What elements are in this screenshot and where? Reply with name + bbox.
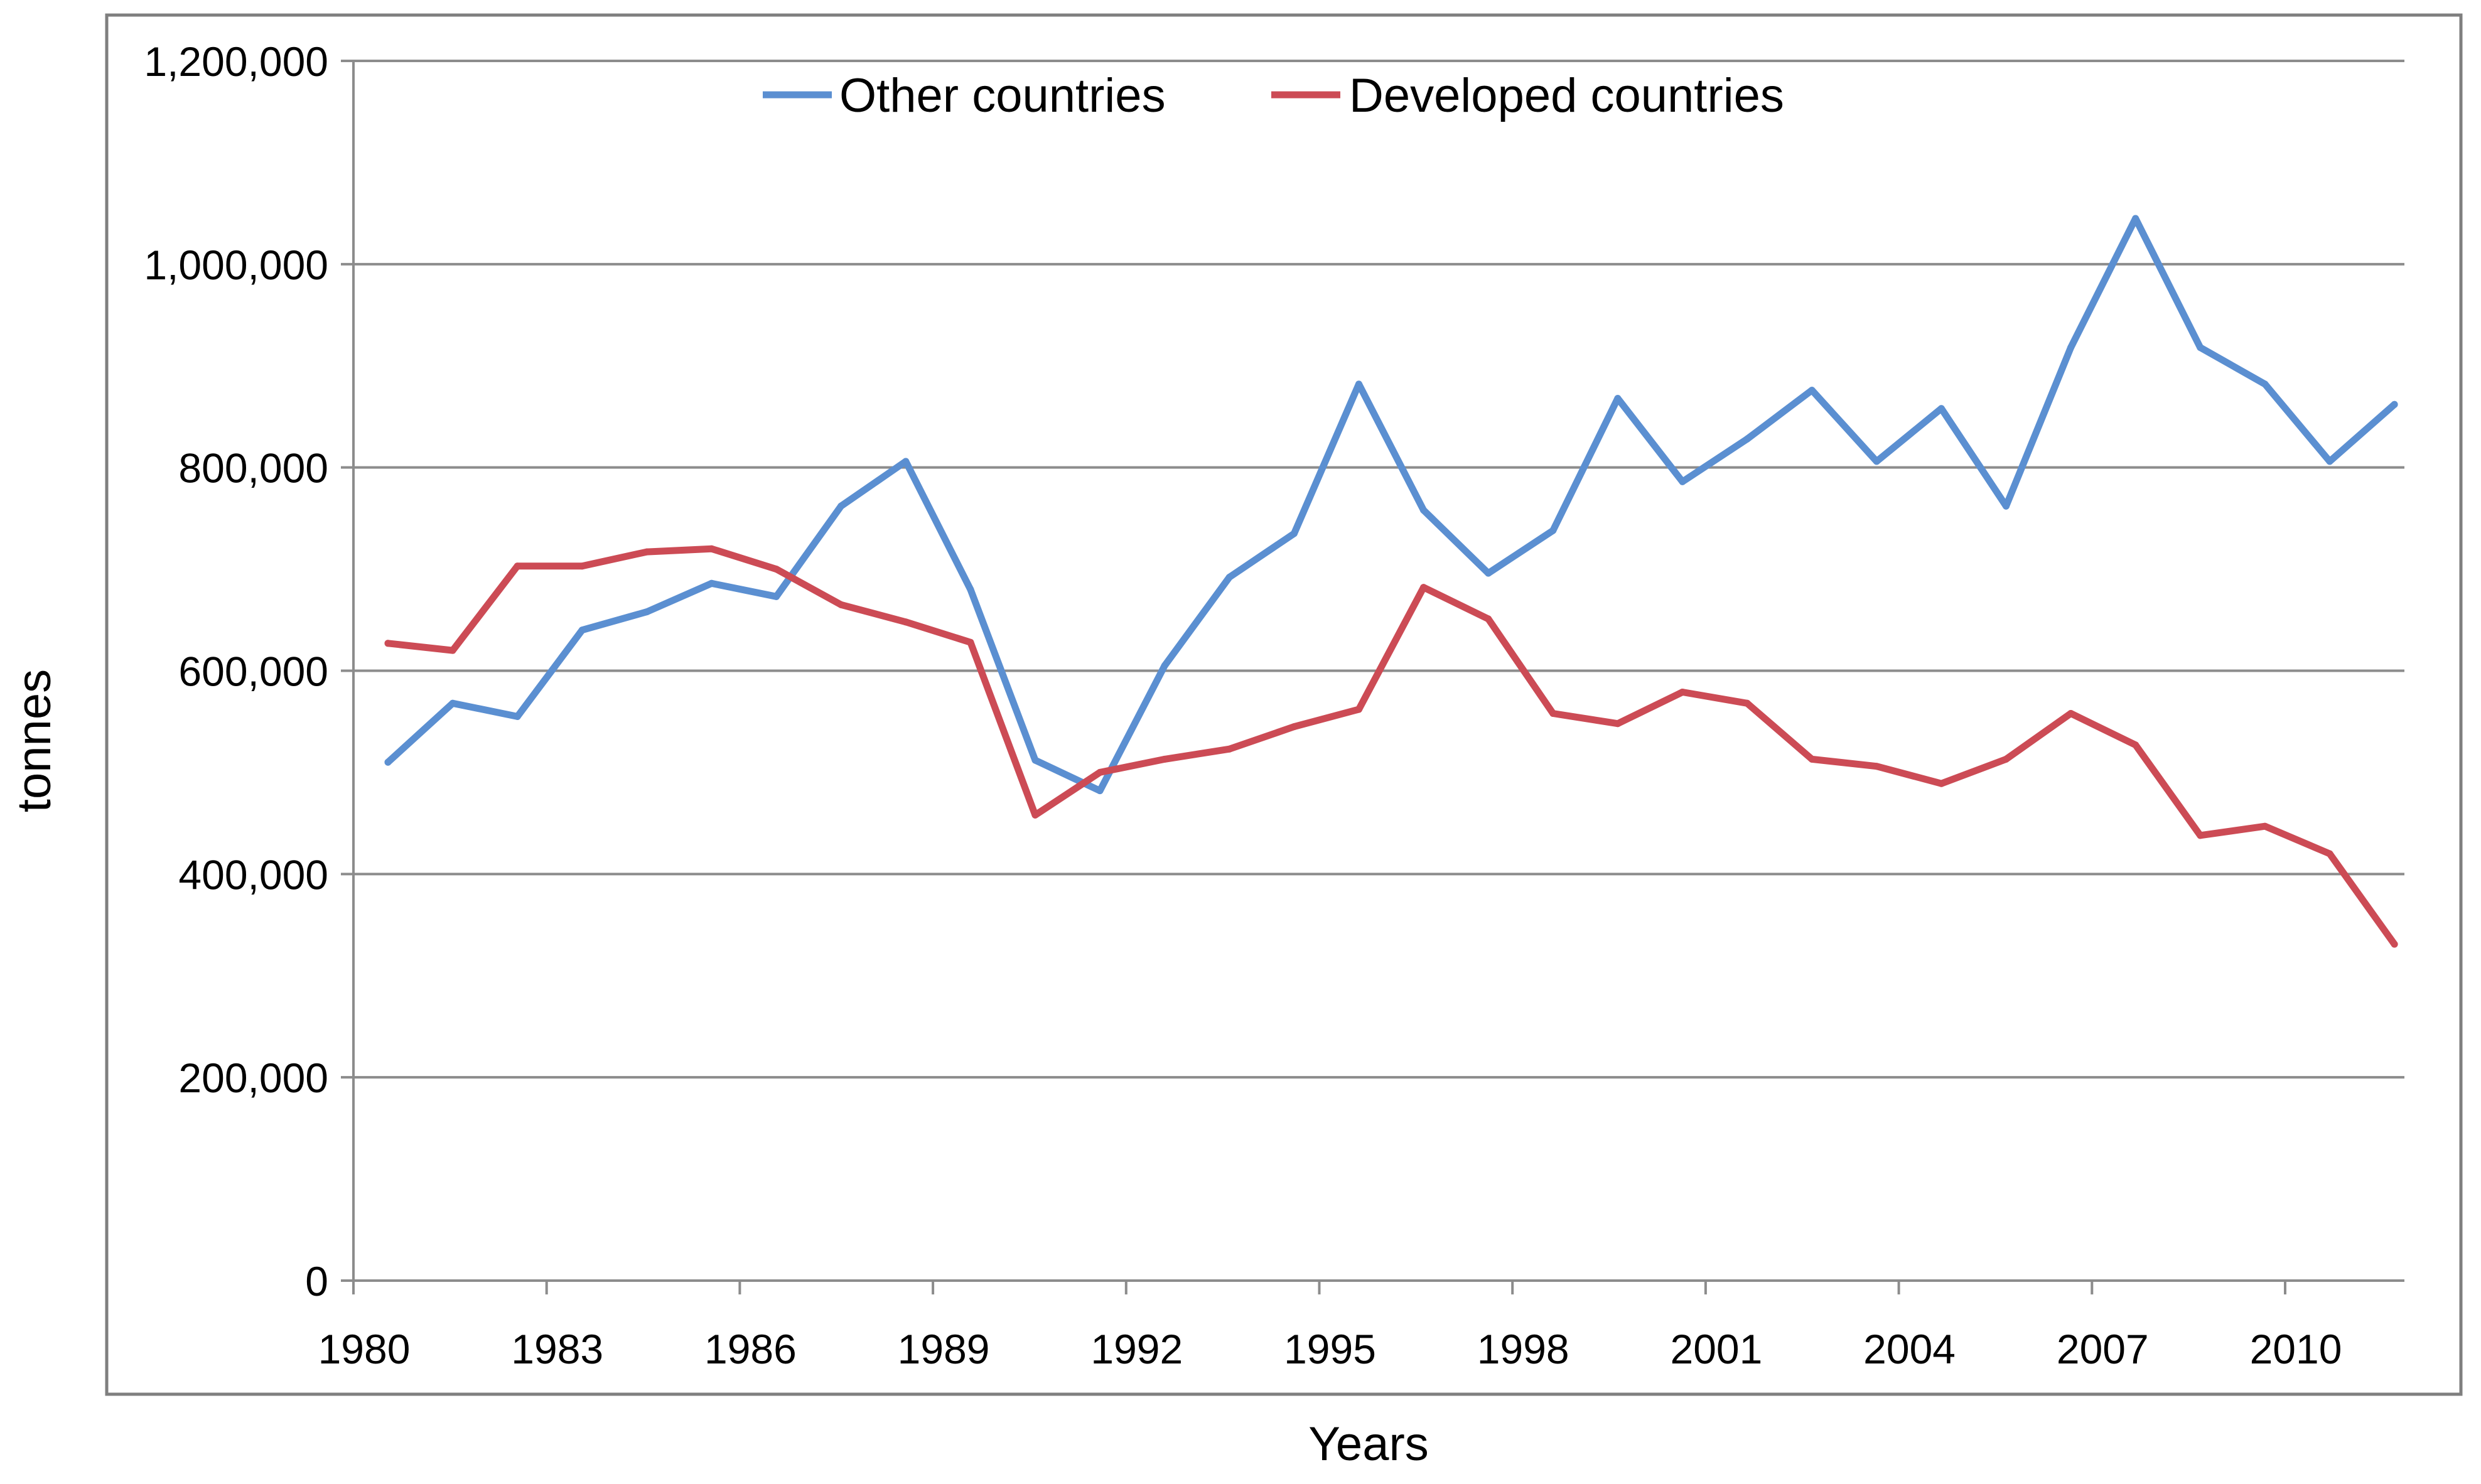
data-point	[1873, 763, 1880, 770]
data-point	[2197, 344, 2204, 352]
data-point	[1225, 745, 1233, 753]
data-point	[578, 562, 586, 570]
series-line-developed-countries	[384, 545, 2398, 948]
data-point	[1549, 527, 1557, 534]
x-tick-label: 2007	[2057, 1326, 2149, 1372]
data-point	[2391, 940, 2398, 948]
data-point	[1161, 755, 1168, 763]
data-point	[1614, 720, 1622, 728]
data-point	[1549, 710, 1557, 717]
data-point	[2003, 755, 2010, 763]
data-point	[1355, 380, 1362, 388]
y-tick-label: 400,000	[178, 851, 328, 898]
x-tick-label: 2001	[1670, 1326, 1762, 1372]
x-tick-label: 2010	[2250, 1326, 2342, 1372]
data-point	[1614, 395, 1622, 402]
x-tick-label: 1995	[1284, 1326, 1376, 1372]
data-point	[1743, 699, 1751, 707]
y-tick-label: 0	[305, 1258, 328, 1304]
data-point	[2197, 832, 2204, 839]
x-tick-label: 1983	[511, 1326, 603, 1372]
data-point	[2067, 710, 2075, 717]
data-point	[902, 458, 910, 465]
data-point	[1096, 787, 1104, 795]
y-tick-labels: 0 200,000 400,000 600,000 800,000 1,000,000 1,…	[144, 38, 328, 1304]
data-point	[1808, 755, 1816, 763]
data-point	[2132, 741, 2139, 749]
data-point	[1679, 689, 1686, 696]
data-point	[449, 647, 456, 654]
y-tick-label: 800,000	[178, 445, 328, 492]
data-point	[1031, 811, 1039, 819]
x-tick-labels: 1980 1983 1986 1989 1992 1995 1998 2001 2004 2007…	[318, 1326, 2342, 1372]
data-point	[1679, 478, 1686, 485]
data-point	[1937, 780, 1945, 787]
x-tick-label: 1980	[318, 1326, 411, 1372]
data-point	[2326, 850, 2333, 858]
series-line-other-countries	[384, 215, 2398, 795]
y-tick-label: 600,000	[178, 648, 328, 695]
data-point	[643, 548, 650, 556]
legend-label-developed-countries: Developed countries	[1349, 69, 1784, 122]
data-point	[384, 758, 392, 766]
data-point	[773, 566, 780, 573]
axes	[341, 60, 2404, 1294]
data-point	[1937, 405, 1945, 412]
x-tick-label: 2004	[1863, 1326, 1956, 1372]
y-axis-title: tonnes	[8, 669, 61, 812]
data-point	[1031, 756, 1039, 764]
gridlines	[353, 60, 2404, 1079]
data-point	[2132, 215, 2139, 222]
data-point	[1290, 530, 1298, 537]
data-point	[837, 601, 845, 608]
x-axis-title: Years	[1308, 1417, 1429, 1471]
legend-label-other-countries: Other countries	[839, 69, 1166, 122]
data-point	[2326, 458, 2333, 465]
chart-border	[105, 13, 2463, 1396]
data-point	[902, 618, 910, 626]
data-point	[2261, 380, 2269, 388]
data-point	[1808, 387, 1816, 394]
data-point	[2391, 401, 2398, 408]
data-point	[514, 562, 521, 570]
data-point	[967, 638, 974, 646]
data-point	[384, 640, 392, 647]
data-point	[837, 502, 845, 510]
x-tick-label: 1998	[1477, 1326, 1569, 1372]
data-point	[2003, 502, 2010, 510]
data-point	[708, 579, 715, 587]
data-point	[1485, 569, 1492, 577]
data-point	[1873, 458, 1880, 465]
x-tick-label: 1992	[1090, 1326, 1183, 1372]
data-point	[449, 699, 456, 707]
data-point	[1743, 435, 1751, 443]
data-point	[1290, 723, 1298, 731]
data-point	[578, 626, 586, 634]
data-point	[1485, 615, 1492, 623]
data-point	[514, 712, 521, 720]
data-point	[967, 586, 974, 593]
y-tick-label: 200,000	[178, 1055, 328, 1101]
data-point	[2261, 822, 2269, 830]
series-lines	[384, 215, 2398, 948]
data-point	[1096, 768, 1104, 776]
data-point	[773, 593, 780, 600]
data-point	[1420, 584, 1428, 591]
data-point	[643, 608, 650, 616]
y-tick-label: 1,000,000	[144, 242, 328, 288]
data-point	[1225, 574, 1233, 581]
legend: Other countries Developed countries	[763, 69, 1784, 122]
data-point	[1161, 662, 1168, 669]
data-point	[708, 545, 715, 552]
data-point	[1420, 507, 1428, 514]
x-tick-label: 1989	[898, 1326, 990, 1372]
data-point	[1355, 706, 1362, 713]
data-point	[2067, 344, 2075, 352]
x-tick-label: 1986	[704, 1326, 797, 1372]
y-tick-label: 1,200,000	[144, 38, 328, 85]
